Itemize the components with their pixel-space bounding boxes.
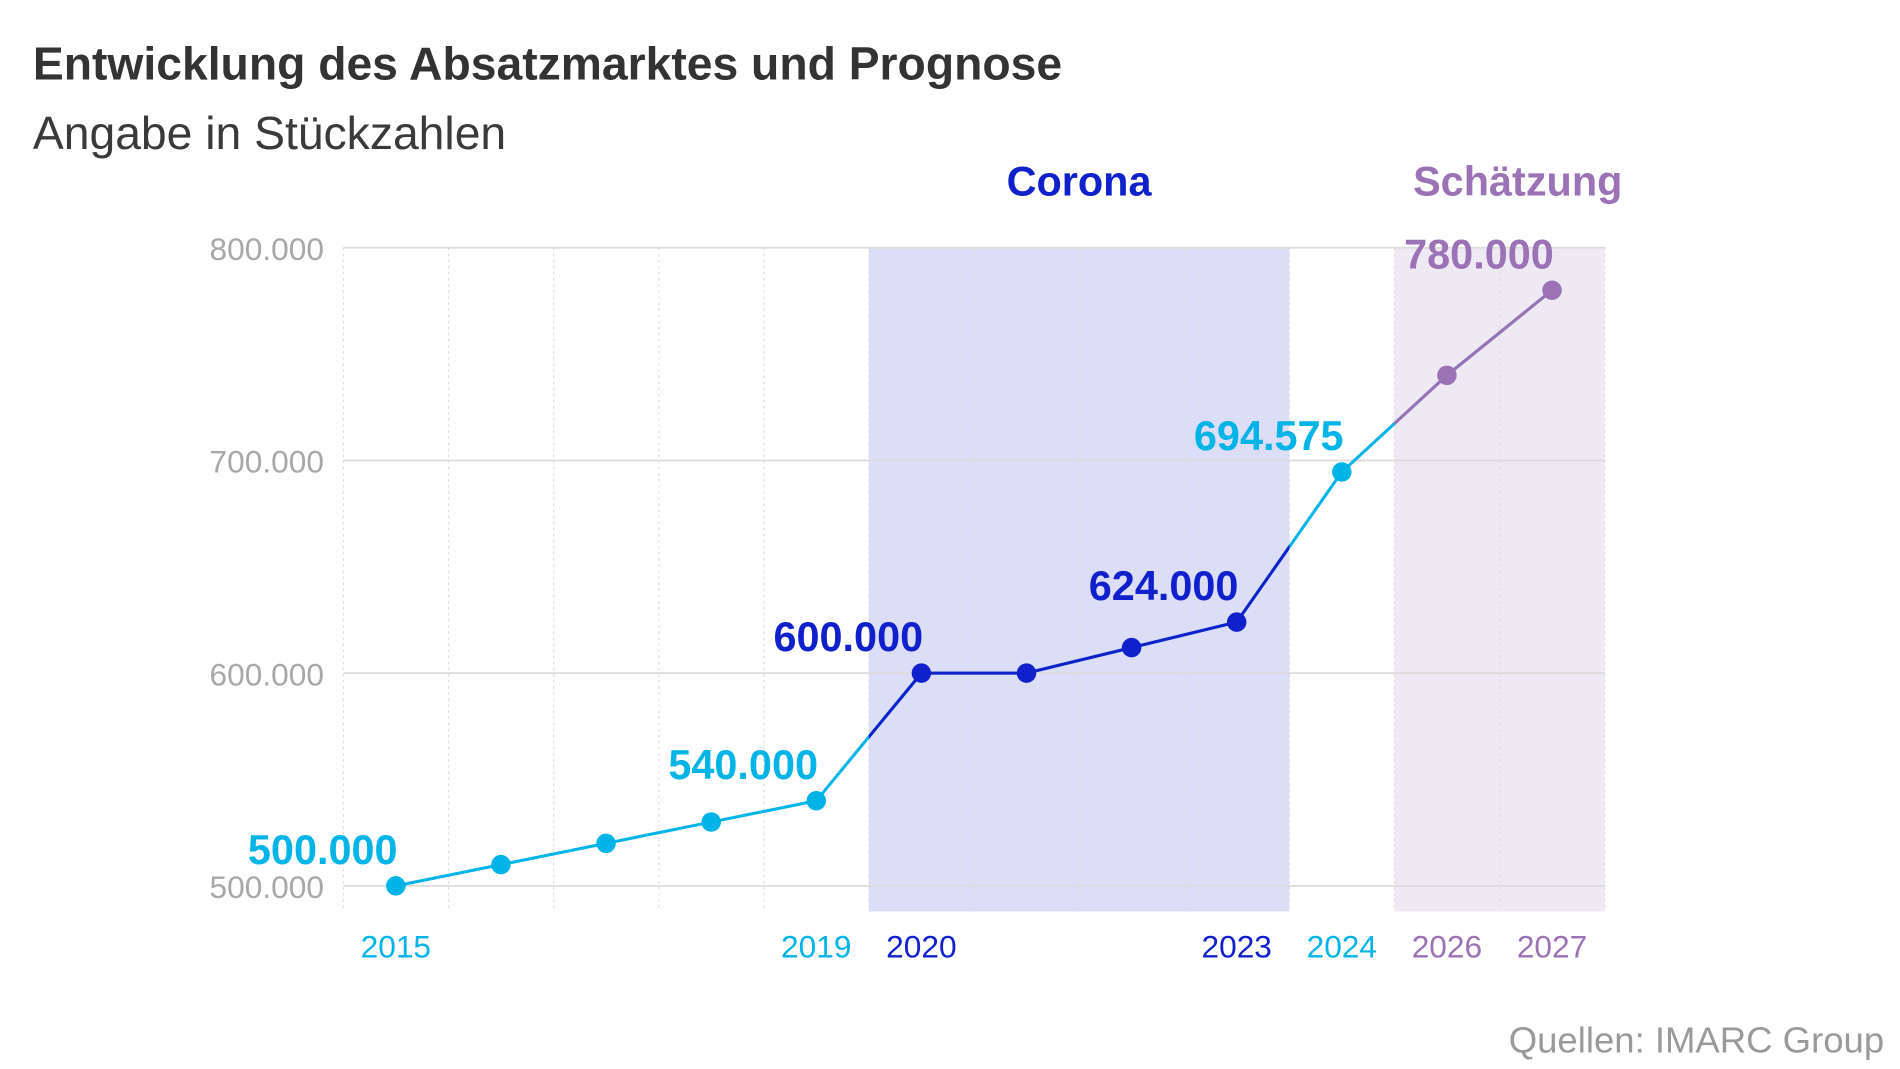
data-point-2024 bbox=[1332, 462, 1352, 482]
data-point-2021 bbox=[1016, 663, 1037, 683]
x-tick-label: 2019 bbox=[781, 929, 851, 965]
data-point-2020 bbox=[911, 663, 932, 683]
series-line bbox=[395, 289, 1553, 888]
labels: 2015 2019 2020 2023 2024 2026 2027 500.000 540.0… bbox=[248, 231, 1587, 964]
data-point-2015 bbox=[386, 876, 406, 896]
grid: 800.000 700.000 600.000 500.000 bbox=[210, 231, 1606, 912]
x-tick-label: 2027 bbox=[1517, 929, 1587, 965]
y-tick-label: 500.000 bbox=[210, 869, 324, 905]
x-tick-label: 2026 bbox=[1412, 929, 1482, 965]
band-label: Corona bbox=[1007, 158, 1153, 204]
chart-subtitle: Angabe in Stückzahlen bbox=[33, 107, 506, 159]
data-label: 600.000 bbox=[773, 614, 923, 660]
data-point-2022 bbox=[1121, 637, 1142, 658]
data-label: 624.000 bbox=[1089, 563, 1239, 609]
x-tick-label: 2015 bbox=[361, 929, 431, 965]
data-point-2016 bbox=[491, 854, 511, 875]
x-tick-label: 2020 bbox=[886, 929, 956, 965]
x-tick-label: 2024 bbox=[1307, 929, 1377, 965]
band-label: Schätzung bbox=[1413, 158, 1622, 204]
x-tick-label: 2023 bbox=[1201, 929, 1271, 965]
data-label: 780.000 bbox=[1404, 231, 1554, 277]
source-note: Quellen: IMARC Group bbox=[1509, 1020, 1884, 1061]
data-point-2019 bbox=[806, 791, 827, 811]
points bbox=[386, 280, 1562, 896]
data-point-2023 bbox=[1226, 612, 1247, 632]
y-tick-label: 600.000 bbox=[210, 656, 324, 692]
data-point-2027 bbox=[1542, 280, 1562, 300]
data-label: 540.000 bbox=[668, 742, 818, 788]
data-point-2026 bbox=[1437, 365, 1457, 386]
series-line-segment bbox=[868, 544, 1290, 740]
data-point-2018 bbox=[701, 812, 721, 832]
data-label: 500.000 bbox=[248, 827, 398, 873]
data-label: 694.575 bbox=[1194, 413, 1344, 459]
data-point-2017 bbox=[596, 833, 616, 854]
y-tick-label: 700.000 bbox=[210, 444, 324, 480]
y-tick-label: 800.000 bbox=[210, 231, 324, 267]
chart-title: Entwicklung des Absatzmarktes und Progno… bbox=[33, 38, 1062, 90]
